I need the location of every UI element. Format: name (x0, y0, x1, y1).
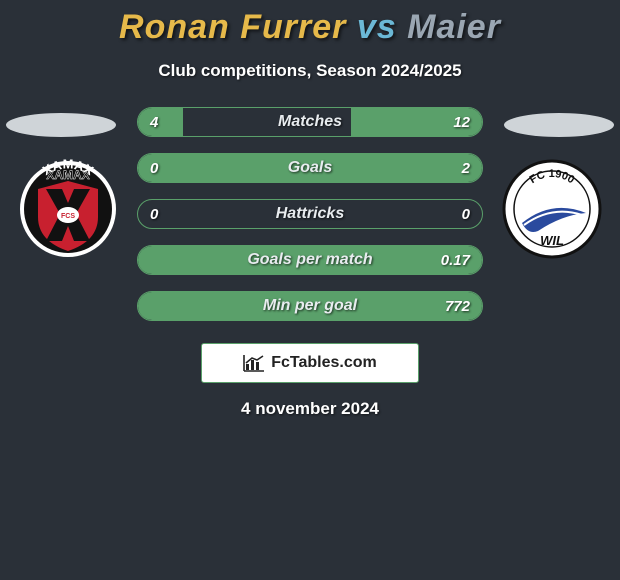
subtitle: Club competitions, Season 2024/2025 (0, 61, 620, 81)
player-right-name: Maier (407, 8, 501, 46)
stats-list: 4Matches120Goals20Hattricks0Goals per ma… (137, 107, 483, 321)
brand-badge: FcTables.com (201, 343, 419, 383)
page-title: Ronan Furrer vs Maier (0, 0, 620, 47)
player-right-shadow (504, 113, 614, 137)
stat-row: 0Hattricks0 (137, 199, 483, 229)
stat-row: Min per goal772 (137, 291, 483, 321)
club-right-logo: FC 1900 WIL (502, 159, 602, 259)
stat-row: Goals per match0.17 (137, 245, 483, 275)
stat-value-right: 0.17 (441, 252, 470, 269)
brand-label: FcTables.com (271, 354, 377, 372)
stat-label: Hattricks (138, 205, 482, 223)
svg-text:FCS: FCS (61, 213, 75, 220)
club-left-logo: XAMAX FCS XAMAX (18, 159, 118, 259)
svg-text:WIL: WIL (540, 233, 564, 248)
player-left-shadow (6, 113, 116, 137)
stat-fill-left (138, 108, 183, 136)
stat-value-right: 772 (445, 298, 470, 315)
comparison-arena: XAMAX FCS XAMAX FC 1900 WIL 4Matches120G… (0, 107, 620, 321)
stat-fill-right (138, 246, 482, 274)
stat-row: 4Matches12 (137, 107, 483, 137)
footer-date: 4 november 2024 (0, 399, 620, 419)
stat-value-right: 12 (453, 114, 470, 131)
stat-value-left: 0 (150, 160, 158, 177)
stat-value-left: 4 (150, 114, 158, 131)
chart-icon (243, 354, 265, 372)
vs-label: vs (357, 8, 397, 46)
player-left-name: Ronan Furrer (119, 8, 346, 46)
stat-value-left: 0 (150, 206, 158, 223)
stat-row: 0Goals2 (137, 153, 483, 183)
stat-value-right: 2 (462, 160, 470, 177)
stat-fill-right (138, 292, 482, 320)
stat-fill-right (138, 154, 482, 182)
stat-value-right: 0 (462, 206, 470, 223)
